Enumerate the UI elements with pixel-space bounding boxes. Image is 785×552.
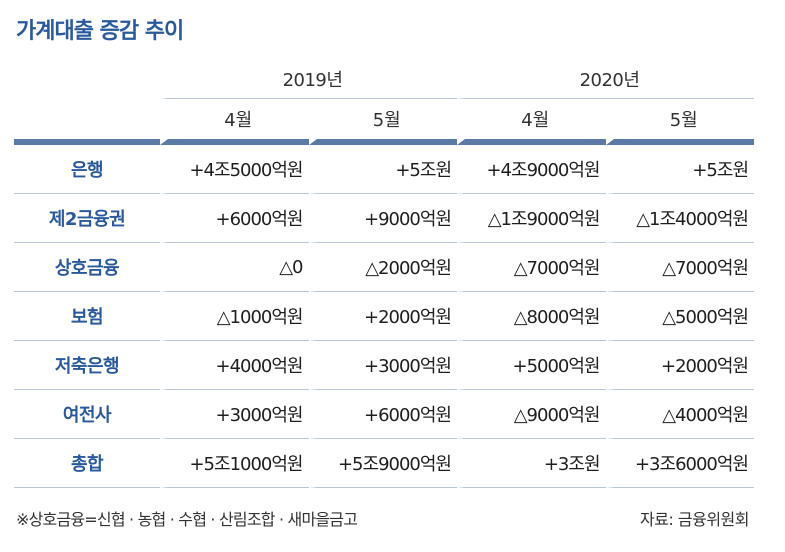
table-row: 총합 +5조1000억원 +5조9000억원 +3조원 +3조6000억원 xyxy=(14,439,754,488)
loan-change-table: 2019년 2020년 4월 5월 4월 5월 은행 +4조5000억원 +5조… xyxy=(14,60,754,488)
table-cell: +2000억원 xyxy=(605,341,754,390)
month-header: 4월 xyxy=(160,99,309,145)
table-cell: △1000억원 xyxy=(160,292,309,341)
table-cell: △2000억원 xyxy=(308,243,457,292)
table-row: 여전사 +3000억원 +6000억원 △9000억원 △4000억원 xyxy=(14,390,754,439)
table-row: 저축은행 +4000억원 +3000억원 +5000억원 +2000억원 xyxy=(14,341,754,390)
month-header: 5월 xyxy=(308,99,457,145)
table-row: 제2금융권 +6000억원 +9000억원 △1조9000억원 △1조4000억… xyxy=(14,194,754,243)
table-cell: +6000억원 xyxy=(160,194,309,243)
corner-blank xyxy=(14,60,160,99)
table-cell: +4조9000억원 xyxy=(457,145,606,194)
table-cell: △0 xyxy=(160,243,309,292)
row-label: 보험 xyxy=(14,292,160,341)
month-header: 5월 xyxy=(605,99,754,145)
month-header: 4월 xyxy=(457,99,606,145)
row-label: 여전사 xyxy=(14,390,160,439)
label-column-header xyxy=(14,99,160,145)
row-label: 저축은행 xyxy=(14,341,160,390)
row-label: 제2금융권 xyxy=(14,194,160,243)
table-cell: +4조5000억원 xyxy=(160,145,309,194)
table-cell: +3조원 xyxy=(457,439,606,488)
table-cell: +3000억원 xyxy=(308,341,457,390)
table-cell: +5조9000억원 xyxy=(308,439,457,488)
table-cell: +6000억원 xyxy=(308,390,457,439)
table-cell: △1조9000억원 xyxy=(457,194,606,243)
table-cell: △1조4000억원 xyxy=(605,194,754,243)
year-header-2020: 2020년 xyxy=(457,60,754,99)
table-cell: △8000억원 xyxy=(457,292,606,341)
table-cell: +4000억원 xyxy=(160,341,309,390)
table-cell: +5조1000억원 xyxy=(160,439,309,488)
table-cell: △9000억원 xyxy=(457,390,606,439)
table-cell: +3조6000억원 xyxy=(605,439,754,488)
table-cell: +5조원 xyxy=(605,145,754,194)
row-label: 총합 xyxy=(14,439,160,488)
table-cell: +2000억원 xyxy=(308,292,457,341)
table-row: 은행 +4조5000억원 +5조원 +4조9000억원 +5조원 xyxy=(14,145,754,194)
month-header-row: 4월 5월 4월 5월 xyxy=(14,99,754,145)
footnote: ※상호금융=신협 · 농협 · 수협 · 산림조합 · 새마을금고 xyxy=(16,510,358,529)
table-cell: △7000억원 xyxy=(457,243,606,292)
year-header-row: 2019년 2020년 xyxy=(14,60,754,99)
table-cell: +5조원 xyxy=(308,145,457,194)
row-label: 상호금융 xyxy=(14,243,160,292)
table-cell: △7000억원 xyxy=(605,243,754,292)
table-cell: +9000억원 xyxy=(308,194,457,243)
row-label: 은행 xyxy=(14,145,160,194)
table-cell: △5000억원 xyxy=(605,292,754,341)
table-cell: +3000억원 xyxy=(160,390,309,439)
source-credit: 자료: 금융위원회 xyxy=(639,510,750,529)
table-row: 상호금융 △0 △2000억원 △7000억원 △7000억원 xyxy=(14,243,754,292)
year-header-2019: 2019년 xyxy=(160,60,457,99)
table-row: 보험 △1000억원 +2000억원 △8000억원 △5000억원 xyxy=(14,292,754,341)
table-cell: +5000억원 xyxy=(457,341,606,390)
page-title: 가계대출 증감 추이 xyxy=(16,19,184,44)
table-cell: △4000억원 xyxy=(605,390,754,439)
